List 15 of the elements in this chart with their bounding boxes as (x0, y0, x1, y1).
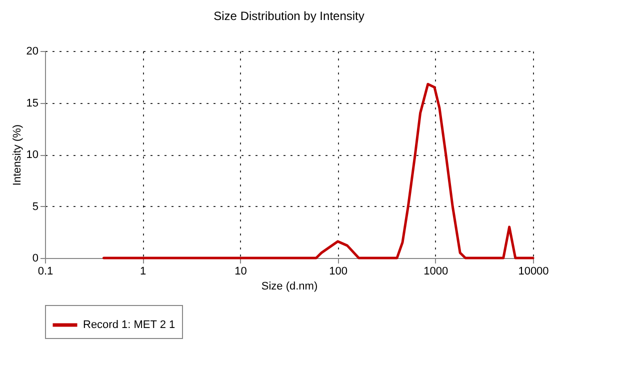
y-tick-label: 0 (32, 252, 38, 264)
x-axis-title: Size (d.nm) (261, 280, 318, 292)
x-tick-label: 10 (234, 266, 247, 278)
y-tick-label: 15 (26, 97, 38, 110)
x-tick-label: 100 (329, 266, 348, 278)
y-tick-label: 20 (26, 46, 38, 58)
x-tick-label: 1000 (424, 266, 448, 278)
y-tick-label: 10 (26, 149, 38, 161)
legend-label: Record 1: MET 2 1 (83, 319, 176, 331)
y-tick-label: 5 (32, 200, 38, 213)
x-tick-label: 1 (140, 266, 146, 278)
x-tick-label: 0.1 (38, 266, 54, 278)
x-tick-label: 10000 (518, 266, 549, 278)
chart-title: Size Distribution by Intensity (214, 9, 364, 23)
y-axis-title: Intensity (%) (11, 124, 24, 186)
